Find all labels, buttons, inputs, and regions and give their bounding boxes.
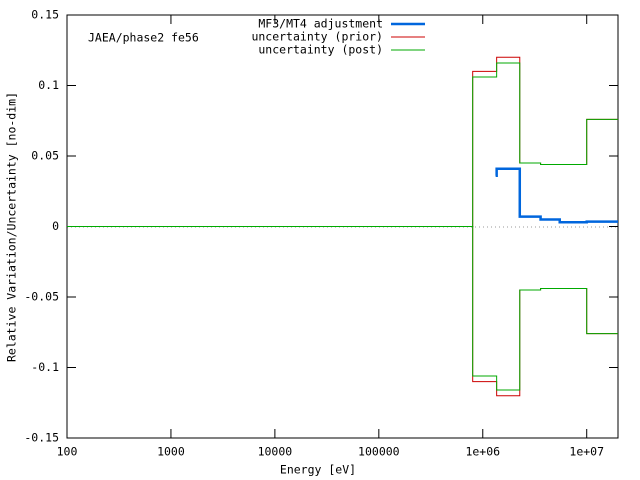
x-tick-label: 100000 (358, 445, 400, 459)
y-tick-label: 0.05 (31, 149, 59, 163)
x-tick-label: 1000 (157, 445, 185, 459)
series-line (495, 167, 618, 224)
series-line (67, 56, 618, 227)
x-tick-label: 1e+06 (465, 445, 500, 459)
x-tick-label: 1e+07 (569, 445, 604, 459)
x-tick-label: 100 (57, 445, 78, 459)
legend-label: uncertainty (prior) (251, 30, 383, 44)
y-tick-label: -0.15 (24, 431, 59, 445)
series-line (67, 226, 618, 391)
x-tick-label: 10000 (258, 445, 293, 459)
series-line (67, 62, 618, 227)
y-axis-label: Relative Variation/Uncertainty [no-dim] (5, 92, 19, 362)
y-tick-label: 0.15 (31, 8, 59, 22)
legend-label: uncertainty (post) (258, 43, 383, 57)
legend-label: MF3/MT4 adjustment (258, 17, 383, 31)
y-tick-label: -0.05 (24, 290, 59, 304)
y-tick-label: 0 (52, 219, 59, 233)
chart-title: JAEA/phase2 fe56 (88, 31, 199, 45)
x-axis-label: Energy [eV] (280, 463, 356, 477)
y-tick-label: 0.1 (38, 78, 59, 92)
y-tick-label: -0.1 (31, 360, 59, 374)
series-line (67, 226, 618, 397)
